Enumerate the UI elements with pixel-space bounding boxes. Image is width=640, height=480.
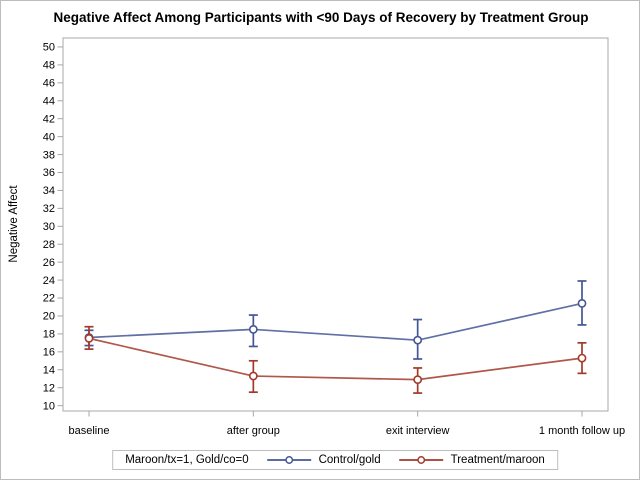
y-tick-label: 48 <box>43 60 55 72</box>
line-marker-icon <box>399 456 444 464</box>
y-tick-label: 10 <box>43 400 55 412</box>
legend-item-control-gold: Control/gold <box>267 454 381 466</box>
data-point-marker <box>248 325 258 334</box>
y-tick-label: 34 <box>43 185 55 197</box>
data-point-marker <box>84 333 94 343</box>
y-tick-label: 32 <box>43 203 55 215</box>
plot-border <box>62 37 609 412</box>
series-control-gold <box>84 280 587 360</box>
legend-label: Treatment/maroon <box>450 454 545 466</box>
legend-item-treatment-maroon: Treatment/maroon <box>399 454 545 466</box>
chart-title: Negative Affect Among Participants with … <box>53 10 588 25</box>
data-point-marker <box>413 335 423 345</box>
y-tick-label: 38 <box>43 149 55 161</box>
y-tick-label: 30 <box>43 221 55 233</box>
legend-items: Control/gold Treatment/maroon <box>267 454 545 466</box>
series-treatment-maroon <box>84 325 587 394</box>
legend: Maroon/tx=1, Gold/co=0 Control/gold Treat… <box>112 450 558 470</box>
y-tick-label: 28 <box>43 239 55 251</box>
y-tick-label: 20 <box>43 311 55 323</box>
line-chart: Negative Affect Among Participants with … <box>8 10 625 437</box>
data-point-marker <box>577 299 587 308</box>
y-tick-label: 16 <box>43 347 55 359</box>
y-tick-label: 14 <box>43 364 55 376</box>
x-tick-label: after group <box>227 425 280 437</box>
series-layer <box>84 280 587 394</box>
legend-note: Maroon/tx=1, Gold/co=0 <box>125 454 249 466</box>
y-tick-label: 22 <box>43 293 55 305</box>
y-tick-label: 12 <box>43 382 55 394</box>
y-tick-label: 24 <box>43 275 55 287</box>
x-tick-label: baseline <box>69 425 110 437</box>
y-tick-label: 46 <box>43 78 55 90</box>
series-line <box>88 302 583 342</box>
data-point-marker <box>577 353 587 363</box>
data-point-marker <box>413 375 423 385</box>
legend-label: Control/gold <box>318 454 381 466</box>
x-tick-label: 1 month follow up <box>539 425 625 437</box>
y-tick-label: 26 <box>43 257 55 269</box>
line-marker-icon <box>267 456 312 464</box>
y-tick-label: 36 <box>43 167 55 179</box>
y-tick-label: 42 <box>43 113 55 125</box>
axes: 10 12 14 16 18 20 22 24 26 28 30 32 34 36 38 40 42 44 46 48… <box>43 37 625 437</box>
y-tick-label: 50 <box>43 42 55 54</box>
y-tick-label: 18 <box>43 329 55 341</box>
y-tick-label: 44 <box>43 95 55 107</box>
x-tick-label: exit interview <box>386 425 450 437</box>
y-axis-label: Negative Affect <box>8 185 20 263</box>
y-tick-label: 40 <box>43 131 55 143</box>
series-line <box>88 337 583 381</box>
data-point-marker <box>248 371 258 381</box>
